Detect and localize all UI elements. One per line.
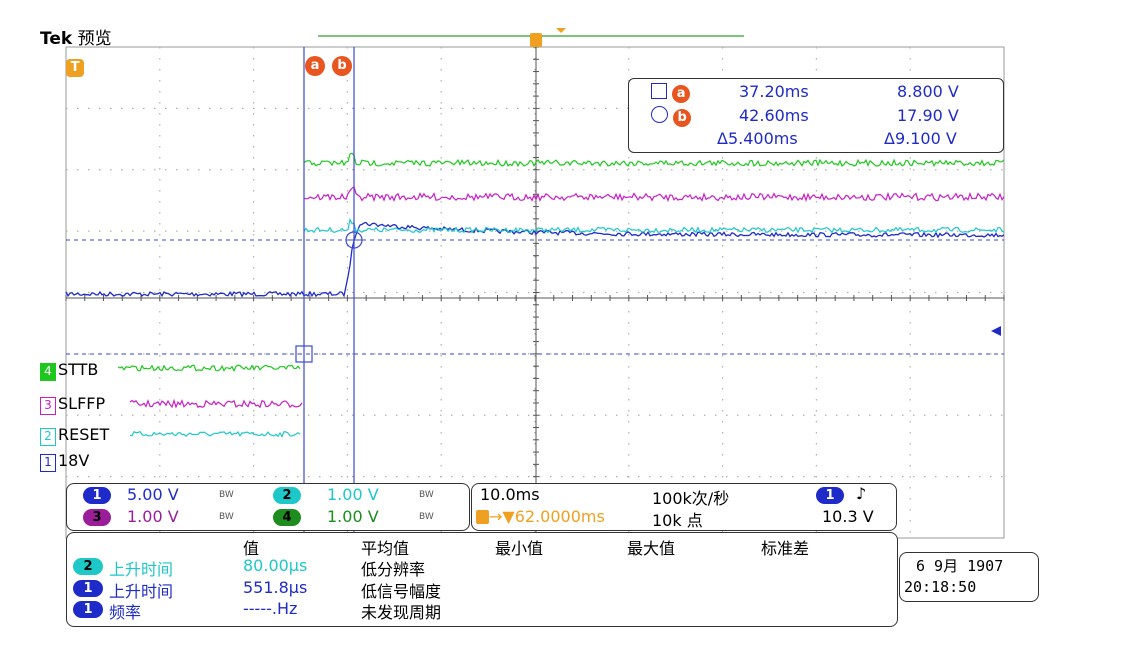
trigger-position: →▼62.0000ms bbox=[476, 507, 605, 526]
cursor-a-label[interactable]: a bbox=[305, 54, 325, 76]
meas-2-note: 低信号幅度 bbox=[361, 582, 442, 601]
meas-2-value: 551.8µs bbox=[243, 578, 308, 597]
ch1-scale: 5.00 V bbox=[127, 485, 179, 504]
cursor-delta-volt: Δ9.100 V bbox=[884, 129, 957, 148]
channel-2-label[interactable]: 2 RESET bbox=[40, 425, 109, 446]
ch3-waveform-post bbox=[303, 185, 1005, 203]
meas-3-value: -----.Hz bbox=[243, 599, 298, 618]
meas-1-name: 上升时间 bbox=[109, 560, 174, 579]
cursor-delta-time: Δ5.400ms bbox=[717, 129, 798, 148]
meas-1-value: 80.00µs bbox=[243, 556, 308, 575]
trigger-slope-icon: ♪ bbox=[856, 484, 867, 503]
meas-2-name: 上升时间 bbox=[109, 582, 174, 601]
cursor-b-label[interactable]: b bbox=[332, 54, 352, 76]
trigger-position-pointer bbox=[556, 28, 566, 33]
cursor-overlays bbox=[66, 47, 1004, 538]
ch4-scale: 1.00 V bbox=[327, 507, 379, 526]
ch2-scale: 1.00 V bbox=[327, 485, 379, 504]
cursor-a-volt: 8.800 V bbox=[897, 82, 959, 101]
date-time-panel: 6 9月 1907 20:18:50 bbox=[899, 552, 1039, 602]
ch1-bandwidth-icon: BW bbox=[219, 490, 234, 500]
cursor-b-volt: 17.90 V bbox=[897, 106, 959, 125]
channel-3-label[interactable]: 3 SLFFP bbox=[40, 394, 105, 415]
record-length: 10k 点 bbox=[652, 511, 703, 530]
ch3-scale: 1.00 V bbox=[127, 507, 179, 526]
circle-cursor-icon bbox=[651, 106, 668, 123]
meas-3-name: 频率 bbox=[109, 603, 142, 622]
header-stddev: 标准差 bbox=[761, 539, 810, 558]
trigger-position-marker: T bbox=[66, 56, 84, 77]
time: 20:18:50 bbox=[904, 578, 977, 596]
channel-1-label[interactable]: 1 18V bbox=[40, 451, 89, 472]
waveforms bbox=[65, 152, 1005, 438]
ch4-waveform-pre bbox=[117, 364, 301, 373]
cursor-a-row: a bbox=[651, 82, 691, 103]
square-cursor-icon bbox=[651, 83, 667, 99]
timebase: 10.0ms bbox=[480, 485, 540, 504]
meas-3-note: 未发现周期 bbox=[361, 603, 442, 622]
ch2-waveform-pre bbox=[129, 430, 301, 438]
ch3-waveform-pre bbox=[129, 398, 303, 409]
trigger-time-marker bbox=[530, 33, 542, 47]
horizontal-trigger-panel[interactable]: 10.0ms 100k次/秒 1 ♪ →▼62.0000ms 10k 点 10.… bbox=[471, 483, 897, 531]
cursor-a-square-icon bbox=[295, 345, 313, 363]
header-min: 最小值 bbox=[495, 539, 544, 558]
brand-header: Tek 预览 bbox=[40, 24, 112, 49]
sample-rate: 100k次/秒 bbox=[652, 489, 730, 508]
meas-1-note: 低分辨率 bbox=[361, 560, 426, 579]
cursor-a-time: 37.20ms bbox=[739, 82, 809, 101]
trigger-icon bbox=[476, 510, 489, 524]
date: 6 9月 1907 bbox=[916, 557, 1004, 575]
ch3-bandwidth-icon: BW bbox=[219, 512, 234, 522]
channel-4-label[interactable]: 4 STTB bbox=[40, 360, 98, 381]
ch1-waveform bbox=[65, 221, 1005, 298]
brand-logo: Tek bbox=[40, 29, 73, 49]
ch2-waveform-post bbox=[303, 217, 1005, 235]
cursor-readout-panel: a 37.20ms 8.800 V b 42.60ms 17.90 V Δ5.4… bbox=[628, 78, 1004, 153]
ch4-waveform-post bbox=[303, 152, 1005, 168]
ch2-bandwidth-icon: BW bbox=[419, 490, 434, 500]
header-max: 最大值 bbox=[627, 539, 676, 558]
measurements-panel: 值 平均值 最小值 最大值 标准差 2 上升时间 80.00µs 低分辨率 1 … bbox=[66, 532, 898, 627]
header-mean: 平均值 bbox=[361, 539, 410, 558]
channel-settings-panel[interactable]: 1 5.00 V BW 2 1.00 V BW 3 1.00 V BW 4 1.… bbox=[66, 483, 470, 531]
trigger-level: 10.3 V bbox=[822, 507, 874, 526]
header-value: 值 bbox=[243, 539, 260, 558]
cursor-b-row: b bbox=[651, 106, 692, 127]
ch4-bandwidth-icon: BW bbox=[419, 512, 434, 522]
acquisition-mode: 预览 bbox=[77, 29, 112, 49]
cursor-b-time: 42.60ms bbox=[739, 106, 809, 125]
ch1-offset-arrow-icon bbox=[991, 326, 1001, 336]
